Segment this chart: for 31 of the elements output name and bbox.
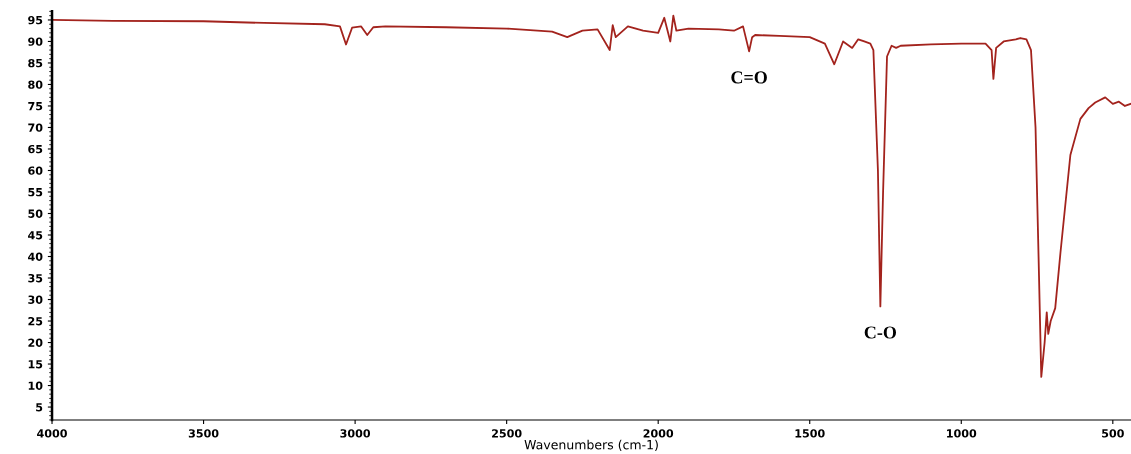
y-tick-label: 10: [28, 381, 43, 390]
y-tick-label: 75: [28, 102, 43, 111]
y-tick-label: 60: [28, 166, 43, 175]
y-tick-label: 55: [28, 188, 43, 197]
y-tick-label: 30: [28, 295, 43, 304]
y-tick-label: 85: [28, 58, 43, 68]
annotation: C=O: [731, 71, 767, 84]
y-tick-label: 45: [28, 231, 43, 240]
y-tick-label: 25: [28, 317, 43, 326]
y-tick-label: 5: [36, 403, 43, 412]
y-tick-label: 80: [28, 80, 43, 89]
y-tick-label: 70: [28, 123, 43, 132]
line-series: [52, 14, 1131, 378]
x-tick-label: 1000: [947, 429, 977, 438]
x-tick-label: 1500: [795, 429, 825, 438]
annotation: C-O: [864, 326, 897, 339]
y-tick-label: 65: [28, 144, 43, 154]
y-tick-label: 90: [28, 37, 43, 46]
y-tick-label: 95: [28, 15, 43, 25]
x-tick-label: 500: [1102, 429, 1124, 438]
x-tick-label: 3500: [188, 429, 219, 438]
x-axis-title: Wavenumbers (cm-1): [524, 439, 658, 451]
x-tick-label: 2500: [492, 429, 522, 438]
y-tick-label: 35: [28, 273, 43, 283]
x-tick-label: 4000: [37, 429, 67, 438]
y-tick-label: 50: [28, 209, 43, 218]
x-tick-label: 2000: [643, 429, 674, 438]
y-tick-label: 15: [28, 360, 43, 369]
y-tick-label: 20: [28, 338, 43, 347]
y-tick-label: 40: [28, 252, 43, 261]
x-tick-label: 3000: [340, 429, 371, 438]
